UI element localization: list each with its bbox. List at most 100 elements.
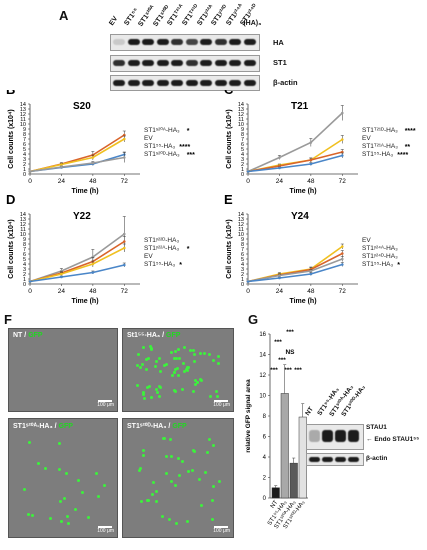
gfp-punctum [173,357,177,361]
y-tick-label: 10 [20,122,26,128]
ha-blot [110,34,260,51]
tile-label-st1-55: St1⁵⁵-HA₃ / GFP [127,332,181,339]
y-tick-label: 6 [23,252,26,258]
gfp-punctum [191,448,195,452]
y-tick-label: 12 [259,373,266,379]
significance-mark: * [187,246,190,253]
y-tick-label: 12 [238,112,244,118]
x-tick-label: 0 [28,178,32,185]
y-tick-label: 9 [241,237,244,243]
blot-band [335,457,346,462]
y-axis-label: relative GFP signal area [245,379,252,453]
y-tick-label: 14 [20,212,26,218]
gfp-punctum [198,351,202,355]
ha-label: HA [273,38,284,47]
blot-band [185,80,198,86]
gfp-punctum [43,466,47,470]
x-tick-label: 72 [121,178,129,185]
gfp-punctum [164,471,168,475]
y-tick-label: 10 [238,232,244,238]
gfp-punctum [164,455,168,459]
gfp-punctum [135,363,139,367]
gfp-punctum [59,520,63,524]
y-tick-label: 1 [23,167,26,173]
significance-mark: ** [405,144,411,151]
data-point [278,156,281,159]
gfp-punctum [171,373,175,377]
y-tick-label: 6 [23,142,26,148]
gfp-punctum [159,385,163,389]
data-point [309,269,313,273]
gfp-punctum [154,388,158,392]
gfp-punctum [192,353,196,357]
x-axis-label: Time (h) [289,298,316,305]
gfp-punctum [195,381,199,385]
y-tick-label: 8 [263,414,267,420]
gfp-punctum [211,518,215,522]
y-tick-label: 7 [23,137,26,143]
y-tick-label: 10 [259,394,266,400]
series-line [29,233,125,283]
y-tick-label: 2 [241,272,244,278]
significance-mark: *** [284,367,292,374]
gfp-punctum [36,461,40,465]
scale-text: 100 μm [97,402,114,408]
blot-band [214,60,227,66]
gfp-punctum [183,370,187,374]
data-point [91,161,95,165]
series-label: ST1ʸ²²ᴰ-HA₃ [144,237,179,244]
gfp-punctum [23,487,27,491]
blot-band [214,39,227,45]
y-axis-label: Cell counts (x10⁴) [8,109,15,168]
y-tick-label: 2 [241,162,244,168]
gfp-punctum [175,357,179,361]
gfp-punctum [207,352,211,356]
chart-title: Y22 [73,211,91,222]
gfp-punctum [177,357,181,361]
gfp-punctum [212,444,216,448]
x-axis-label: Time (h) [289,188,316,195]
series-line [29,138,125,173]
gfp-punctum [193,378,197,382]
blot-band [229,60,241,66]
gfp-punctum [154,360,158,364]
blot-band [348,457,359,462]
series-label: ST1ᵀ²¹ᴬ-HA₃ [362,142,398,150]
series-label: EV [362,237,371,244]
gfp-punctum [144,357,148,361]
gfp-punctum [188,349,192,353]
y-tick-label: 10 [20,232,26,238]
data-point [246,170,250,173]
gfp-punctum [202,352,206,356]
y-tick-label: 4 [263,455,267,461]
y-tick-label: 9 [241,127,244,133]
series-label: EV [362,135,371,142]
data-point [122,137,126,141]
scale-text: 100 μm [97,528,114,534]
y-tick-label: 14 [259,353,266,359]
y-tick-label: 14 [20,102,26,108]
significance-mark: **** [397,152,408,159]
gfp-punctum [141,390,145,394]
gfp-punctum [145,368,149,372]
significance-mark: **** [179,144,190,151]
g-actin-label: β-actin [366,455,388,462]
actin-blot [110,75,260,91]
x-tick-label: 24 [58,288,66,295]
tile-label-s20a: ST1ˢ²⁰ᴬ-HA₃ / GFP [13,423,73,430]
gfp-punctum [197,478,201,482]
chart-title: S20 [73,101,91,112]
gfp-punctum [176,457,180,461]
gfp-punctum [31,514,35,518]
significance-mark: NS [285,349,295,356]
data-point [122,240,126,243]
gfp-punctum [178,474,182,478]
data-point [122,232,126,236]
gfp-punctum [211,485,215,489]
data-point [91,271,95,274]
gfp-punctum [140,363,144,367]
series-line [29,156,125,173]
gfp-punctum [172,370,176,374]
blot-band [113,60,125,66]
gfp-punctum [137,353,141,357]
